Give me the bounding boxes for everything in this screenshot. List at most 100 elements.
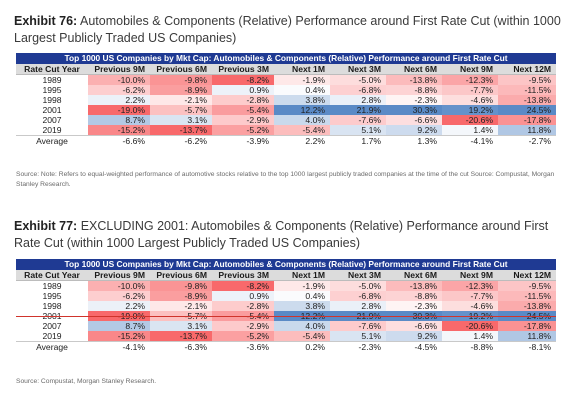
table-cell: -5.4%: [212, 105, 274, 115]
table-cell: 11.8%: [498, 331, 557, 342]
column-header: Next 1M: [274, 64, 330, 75]
table-cell: -13.7%: [150, 331, 212, 342]
average-cell: -8.1%: [498, 341, 557, 352]
exhibit-76-source: Source: Note: Refers to equal-weighted p…: [16, 171, 555, 188]
table-cell: -20.6%: [442, 321, 498, 331]
table-cell: 3.8%: [274, 95, 330, 105]
table-cell: 0.4%: [274, 291, 330, 301]
exhibit-77-label: Exhibit 77:: [14, 219, 78, 233]
table-cell: -2.1%: [150, 301, 212, 311]
table-cell: -13.8%: [386, 74, 442, 85]
column-header: Next 6M: [386, 270, 442, 281]
table-cell: 24.5%: [498, 105, 557, 115]
row-year: 2019: [42, 331, 62, 341]
table-cell: -6.6%: [386, 321, 442, 331]
column-header: Next 1M: [274, 270, 330, 281]
table-row: 1995 -6.2% -8.9% 0.9% 0.4% -6.8% -8.8% -7.7% -11…: [16, 291, 557, 301]
average-cell: -4.1%: [88, 341, 150, 352]
exhibit-76-title-text: Automobiles & Components (Relative) Perf…: [14, 14, 561, 45]
table-cell: -6.6%: [386, 115, 442, 125]
table-cell: 2.8%: [330, 301, 386, 311]
table-row: 2019 -15.2% -13.7% -5.2% -5.4% 5.1% 9.2% 1.4% 11…: [16, 125, 557, 136]
table-cell: -2.1%: [150, 95, 212, 105]
table-cell: 5.1%: [330, 331, 386, 342]
exhibit-77-title-text: EXCLUDING 2001: Automobiles & Components…: [14, 219, 549, 250]
table-cell: -2.3%: [386, 95, 442, 105]
table-row: 2007 8.7% 3.1% -2.9% 4.0% -7.6% -6.6% -20.6% -17…: [16, 115, 557, 125]
table-cell: -7.6%: [330, 321, 386, 331]
table-cell: 3.8%: [274, 301, 330, 311]
table-row: 1995 -6.2% -8.9% 0.9% 0.4% -6.8% -8.8% -7.7% -11…: [16, 85, 557, 95]
table-cell: 5.1%: [330, 125, 386, 136]
table-cell: -1.9%: [274, 280, 330, 291]
exhibit-77-title: Exhibit 77: EXCLUDING 2001: Automobiles …: [14, 218, 566, 252]
column-header: Next 9M: [442, 64, 498, 75]
column-header: Rate Cut Year: [16, 64, 88, 75]
table-cell: -8.2%: [212, 74, 274, 85]
table-cell: -8.8%: [386, 85, 442, 95]
table-cell: -12.3%: [442, 280, 498, 291]
column-header: Previous 9M: [88, 64, 150, 75]
table-cell: 8.7%: [88, 321, 150, 331]
row-year: 2007: [42, 321, 62, 331]
table-cell: -10.0%: [88, 74, 150, 85]
average-cell: -6.3%: [150, 341, 212, 352]
table-cell: -20.6%: [442, 115, 498, 125]
table-cell: -6.8%: [330, 291, 386, 301]
table-cell: -6.8%: [330, 85, 386, 95]
column-header: Next 3M: [330, 270, 386, 281]
average-cell: 1.7%: [330, 135, 386, 146]
table-cell: -5.0%: [330, 280, 386, 291]
column-header: Next 3M: [330, 64, 386, 75]
table-cell: -9.8%: [150, 280, 212, 291]
table-cell: 2.2%: [88, 95, 150, 105]
table-cell: 1.4%: [442, 125, 498, 136]
table-cell: -17.8%: [498, 321, 557, 331]
table-cell: -5.4%: [274, 125, 330, 136]
table-cell: -2.8%: [212, 95, 274, 105]
table-cell: -13.8%: [498, 301, 557, 311]
table-cell: -2.9%: [212, 115, 274, 125]
exhibit-76-label: Exhibit 76:: [14, 14, 78, 28]
table-cell: -2.3%: [386, 301, 442, 311]
table-row: 2001 -19.0% -5.7% -5.4% 12.2% 21.9% 30.3% 19.2%…: [16, 105, 557, 115]
row-year: 2007: [42, 115, 62, 125]
table-cell: 3.1%: [150, 115, 212, 125]
table-cell: -4.6%: [442, 301, 498, 311]
column-header: Next 12M: [498, 64, 557, 75]
average-cell: -6.6%: [88, 135, 150, 146]
table-cell: -1.9%: [274, 74, 330, 85]
exhibit-77-table: Top 1000 US Companies by Mkt Cap: Automo…: [16, 259, 557, 352]
row-year: 2001: [42, 105, 62, 115]
table-cell: -13.8%: [498, 95, 557, 105]
column-header: Previous 3M: [212, 64, 274, 75]
table-cell: -8.9%: [150, 291, 212, 301]
average-row: Average -6.6% -6.2% -3.9% 2.2% 1.7% 1.3% -4.1% -…: [16, 135, 557, 146]
row-year: 1998: [42, 95, 62, 105]
average-cell: 2.2%: [274, 135, 330, 146]
row-year: 2019: [42, 125, 62, 135]
table-row: 1998 2.2% -2.1% -2.8% 3.8% 2.8% -2.3% -4.6% -13.…: [16, 95, 557, 105]
table-cell: 2.8%: [330, 95, 386, 105]
average-cell: 0.2%: [274, 341, 330, 352]
average-cell: 1.3%: [386, 135, 442, 146]
average-cell: -4.5%: [386, 341, 442, 352]
table-cell: -11.5%: [498, 291, 557, 301]
average-cell: -8.8%: [442, 341, 498, 352]
table-cell: -19.0%: [88, 105, 150, 115]
table-cell: -11.5%: [498, 85, 557, 95]
table-cell: -15.2%: [88, 125, 150, 136]
table-cell: 1.4%: [442, 331, 498, 342]
table-cell: 9.2%: [386, 331, 442, 342]
table-row: 1989 -10.0% -9.8% -8.2% -1.9% -5.0% -13.8% -12.…: [16, 280, 557, 291]
table-cell: 21.9%: [330, 105, 386, 115]
row-year: 1989: [42, 75, 62, 85]
table-cell: -8.2%: [212, 280, 274, 291]
table-cell: 3.1%: [150, 321, 212, 331]
table-cell: -13.8%: [386, 280, 442, 291]
column-header: Next 9M: [442, 270, 498, 281]
exhibit-76-title: Exhibit 76: Automobiles & Components (Re…: [14, 13, 566, 47]
table-cell: -6.2%: [88, 291, 150, 301]
table-cell: -8.9%: [150, 85, 212, 95]
average-cell: -6.2%: [150, 135, 212, 146]
